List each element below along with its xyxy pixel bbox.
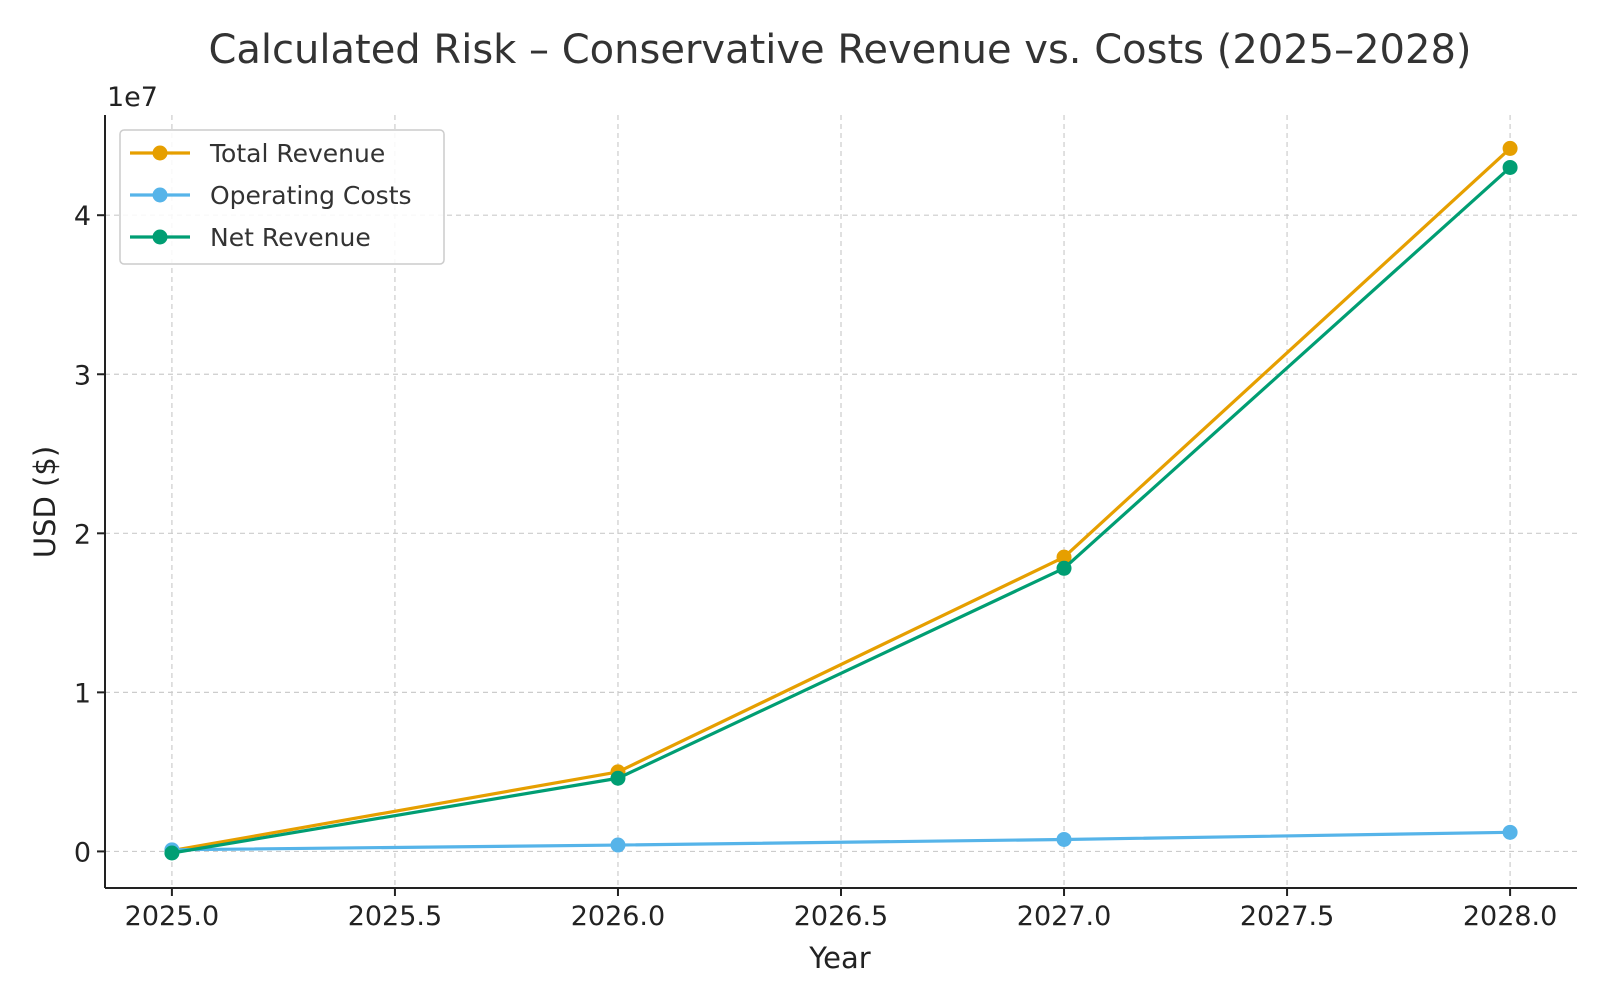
data-point-operating-costs (1502, 824, 1518, 840)
legend-item-net-revenue: Net Revenue (130, 223, 371, 252)
data-point-operating-costs (1056, 831, 1072, 847)
data-point-total-revenue (1502, 140, 1518, 156)
x-tick-label: 2028.0 (1463, 901, 1557, 932)
legend-marker-operating-costs (152, 187, 168, 203)
data-point-total-revenue (1056, 549, 1072, 565)
data-point-operating-costs (610, 837, 626, 853)
x-tick-label: 2027.0 (1017, 901, 1111, 932)
y-tick-label: 3 (74, 360, 91, 391)
x-tick-label: 2027.5 (1240, 901, 1334, 932)
legend-item-total-revenue: Total Revenue (130, 139, 385, 168)
x-tick-label: 2025.5 (348, 901, 442, 932)
legend-label-net-revenue: Net Revenue (210, 223, 371, 252)
legend-box (119, 129, 445, 265)
series-group (164, 140, 1518, 861)
data-point-net-revenue (610, 770, 626, 786)
legend-label-operating-costs: Operating Costs (210, 181, 412, 210)
series-line-operating-costs (170, 830, 1512, 852)
legend-label-total-revenue: Total Revenue (209, 139, 385, 168)
data-point-net-revenue (164, 845, 180, 861)
x-tick-label: 2026.5 (794, 901, 888, 932)
y-axis-label: USD ($) (28, 446, 62, 558)
series-line-net-revenue (170, 165, 1512, 855)
y-tick-label: 2 (74, 519, 91, 550)
data-point-net-revenue (1502, 159, 1518, 175)
y-axis-offset-label: 1e7 (107, 82, 158, 113)
axes: 2025.0 2025.5 2026.0 2026.5 2027.0 2027.5 2028… (74, 115, 1577, 932)
series-line-total-revenue (170, 146, 1512, 853)
chart-title: Calculated Risk – Conservative Revenue v… (208, 27, 1471, 73)
legend-marker-net-revenue (152, 229, 168, 245)
y-tick-label: 1 (74, 678, 91, 709)
x-axis-label: Year (808, 941, 870, 975)
x-tick-label: 2025.0 (125, 901, 219, 932)
legend-item-operating-costs: Operating Costs (130, 181, 412, 210)
data-point-net-revenue (1056, 560, 1072, 576)
x-tick-label: 2026.0 (571, 901, 665, 932)
y-tick-label: 4 (74, 201, 91, 232)
legend: Total Revenue Operating Costs Net Revenue (119, 129, 445, 265)
legend-marker-total-revenue (152, 145, 168, 161)
y-tick-label: 0 (74, 837, 91, 868)
